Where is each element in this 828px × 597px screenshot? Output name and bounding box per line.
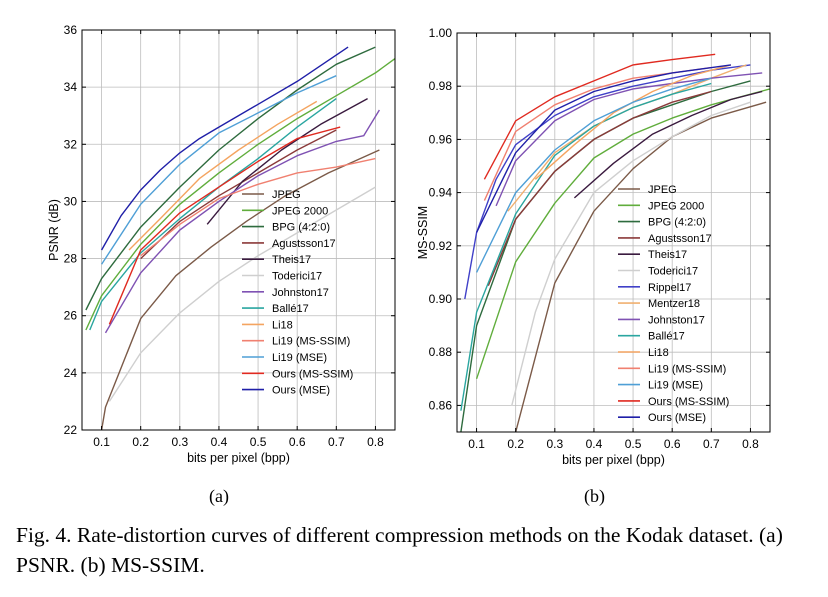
series-line-johnston17 (104, 109, 380, 334)
y-tick-label: 1.00 (429, 26, 453, 40)
x-tick-label: 0.3 (171, 435, 188, 449)
legend-label-johnston17: Johnston17 (648, 314, 705, 326)
series-line-li19-mse (101, 75, 337, 265)
series-line-agustsson17 (140, 129, 337, 260)
legend-label-li18: Li18 (648, 347, 669, 359)
y-tick-label: 0.86 (429, 398, 453, 412)
y-tick-label: 0.98 (429, 79, 453, 93)
legend-label-toderici17: Toderici17 (648, 266, 698, 278)
legend-label-jpeg-2000: JPEG 2000 (648, 200, 704, 212)
x-tick-label: 0.7 (703, 437, 720, 451)
series-line-jpeg (515, 101, 767, 432)
series-line-ours-ms-ssim (483, 53, 716, 180)
series-line-ours-mse (475, 64, 731, 233)
series-line-toderici17 (511, 101, 751, 406)
series-line-theis17 (573, 90, 763, 199)
legend: JPEG JPEG 2000 BPG (4:2:0) Agustsson17 Theis… (618, 184, 729, 424)
series-line-ours-ms-ssim (108, 126, 341, 325)
legend-label-mentzer18: Mentzer18 (648, 298, 700, 310)
series-line-bpg-4-2-0 (85, 46, 376, 311)
y-tick-label: 22 (64, 423, 78, 437)
y-tick-label: 0.88 (429, 345, 453, 359)
legend-label-rippel17: Rippel17 (648, 282, 691, 294)
series-line-toderici17 (108, 186, 376, 402)
y-axis-label: PSNR (dB) (47, 199, 61, 261)
legend-label-ball-17: Ballé17 (648, 331, 685, 343)
legend-label-jpeg: JPEG (648, 184, 677, 196)
legend-label-theis17: Theis17 (648, 249, 687, 261)
legend: JPEG JPEG 2000 BPG (4:2:0) Agustsson17 Theis… (242, 189, 353, 397)
legend-label-bpg-4-2-0: BPG (4:2:0) (272, 222, 330, 234)
msssim-chart: 0.1 0.2 0.3 0.4 0.5 0.6 0.7 0.8 0.86 0.88 0.90 0.92… (416, 26, 771, 467)
series-group (460, 53, 770, 432)
y-tick-label: 0.90 (429, 292, 453, 306)
series-group (85, 46, 395, 430)
y-tick-label: 32 (64, 137, 78, 151)
legend-label-li19-mse: Li19 (MSE) (272, 352, 327, 364)
legend-label-agustsson17: Agustsson17 (648, 233, 712, 245)
series-line-johnston17 (495, 72, 763, 207)
y-axis-label: MS-SSIM (416, 206, 430, 259)
series-line-ours-mse (100, 46, 349, 251)
legend-label-agustsson17: Agustsson17 (272, 238, 336, 250)
x-tick-label: 0.4 (586, 437, 603, 451)
x-tick-label: 0.5 (625, 437, 642, 451)
series-line-ball-17 (460, 82, 712, 411)
x-tick-label: 0.2 (132, 435, 149, 449)
figure-canvas: 0.1 0.2 0.3 0.4 0.5 0.6 0.7 0.8 22 24 26 28 30 32 34 36… (47, 23, 771, 467)
legend-label-johnston17: Johnston17 (272, 287, 329, 299)
psnr-chart: 0.1 0.2 0.3 0.4 0.5 0.6 0.7 0.8 22 24 26 28 30 32 34 36… (47, 23, 396, 465)
legend-label-toderici17: Toderici17 (272, 271, 322, 283)
legend-label-li19-ms-ssim: Li19 (MS-SSIM) (272, 336, 350, 348)
series-line-jpeg (100, 149, 380, 430)
x-tick-label: 0.3 (546, 437, 563, 451)
axes-frame (81, 29, 396, 431)
x-tick-label: 0.1 (93, 435, 110, 449)
series-line-agustsson17 (487, 90, 712, 286)
legend-label-ball-17: Ballé17 (272, 303, 309, 315)
legend-label-ours-ms-ssim: Ours (MS-SSIM) (648, 396, 729, 408)
y-tick-label: 0.94 (429, 186, 453, 200)
legend-label-ours-mse: Ours (MSE) (648, 412, 706, 424)
x-axis-label: bits per pixel (bpp) (562, 453, 665, 467)
legend-label-li18: Li18 (272, 319, 293, 331)
y-tick-label: 24 (64, 366, 78, 380)
x-tick-label: 0.7 (328, 435, 345, 449)
legend-label-bpg-4-2-0: BPG (4:2:0) (648, 217, 706, 229)
y-tick-label: 0.92 (429, 239, 453, 253)
y-tick-label: 34 (64, 80, 78, 94)
series-line-li19-ms-ssim (140, 157, 376, 257)
legend-label-ours-ms-ssim: Ours (MS-SSIM) (272, 368, 353, 380)
x-tick-label: 0.6 (289, 435, 306, 449)
sublabel-b: (b) (584, 486, 605, 506)
series-line-ball-17 (89, 98, 337, 331)
x-tick-label: 0.6 (664, 437, 681, 451)
x-tick-label: 0.8 (742, 437, 759, 451)
series-line-li19-mse (475, 77, 712, 273)
figure-caption: Fig. 4. Rate-distortion curves of differ… (16, 523, 783, 577)
series-line-theis17 (206, 97, 368, 225)
x-tick-label: 0.1 (468, 437, 485, 451)
axes-frame (456, 32, 771, 433)
legend-label-jpeg: JPEG (272, 189, 301, 201)
y-tick-label: 36 (64, 23, 78, 37)
legend-label-ours-mse: Ours (MSE) (272, 385, 330, 397)
x-axis-label: bits per pixel (bpp) (187, 451, 290, 465)
legend-label-jpeg-2000: JPEG 2000 (272, 205, 328, 217)
x-tick-label: 0.2 (507, 437, 524, 451)
legend-label-theis17: Theis17 (272, 254, 311, 266)
y-tick-label: 0.96 (429, 132, 453, 146)
x-tick-label: 0.5 (250, 435, 267, 449)
legend-label-li19-mse: Li19 (MSE) (648, 380, 703, 392)
series-line-rippel17 (464, 64, 751, 300)
x-tick-label: 0.4 (211, 435, 228, 449)
y-tick-label: 28 (64, 252, 78, 266)
sublabel-a: (a) (209, 486, 229, 506)
series-line-jpeg-2000 (85, 58, 395, 331)
y-tick-label: 26 (64, 309, 78, 323)
series-line-li18 (128, 100, 318, 251)
x-tick-label: 0.8 (367, 435, 384, 449)
legend-label-li19-ms-ssim: Li19 (MS-SSIM) (648, 363, 726, 375)
y-tick-label: 30 (64, 194, 78, 208)
